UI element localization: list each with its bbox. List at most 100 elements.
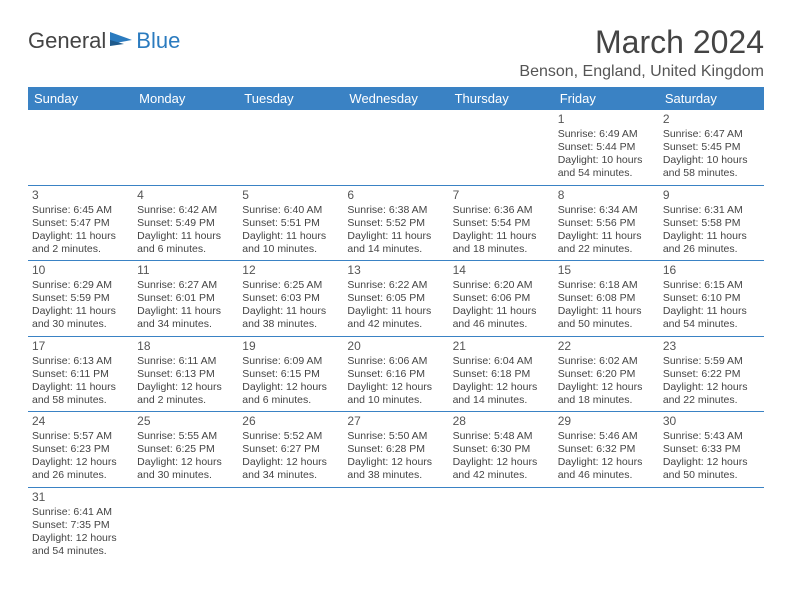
- day-number: 26: [242, 414, 339, 429]
- sunrise-text: Sunrise: 5:50 AM: [347, 430, 444, 443]
- daylight-text: Daylight: 11 hours and 38 minutes.: [242, 305, 339, 331]
- calendar-cell: 10Sunrise: 6:29 AMSunset: 5:59 PMDayligh…: [28, 261, 133, 337]
- day-number: 24: [32, 414, 129, 429]
- sunset-text: Sunset: 5:44 PM: [558, 141, 655, 154]
- day-number: 5: [242, 188, 339, 203]
- daylight-text: Daylight: 11 hours and 50 minutes.: [558, 305, 655, 331]
- calendar-cell: 25Sunrise: 5:55 AMSunset: 6:25 PMDayligh…: [133, 412, 238, 488]
- sunset-text: Sunset: 6:15 PM: [242, 368, 339, 381]
- weekday-header: Monday: [133, 87, 238, 110]
- sunset-text: Sunset: 6:32 PM: [558, 443, 655, 456]
- sunset-text: Sunset: 6:28 PM: [347, 443, 444, 456]
- calendar-cell: 15Sunrise: 6:18 AMSunset: 6:08 PMDayligh…: [554, 261, 659, 337]
- calendar-cell: 1Sunrise: 6:49 AMSunset: 5:44 PMDaylight…: [554, 110, 659, 185]
- day-number: 13: [347, 263, 444, 278]
- calendar-cell: 14Sunrise: 6:20 AMSunset: 6:06 PMDayligh…: [449, 261, 554, 337]
- calendar-cell: [343, 487, 448, 562]
- logo-text-general: General: [28, 28, 106, 54]
- sunset-text: Sunset: 5:47 PM: [32, 217, 129, 230]
- title-block: March 2024 Benson, England, United Kingd…: [519, 24, 764, 81]
- day-number: 2: [663, 112, 760, 127]
- day-number: 17: [32, 339, 129, 354]
- daylight-text: Daylight: 12 hours and 50 minutes.: [663, 456, 760, 482]
- weekday-header: Saturday: [659, 87, 764, 110]
- daylight-text: Daylight: 11 hours and 2 minutes.: [32, 230, 129, 256]
- day-number: 21: [453, 339, 550, 354]
- calendar-cell: 28Sunrise: 5:48 AMSunset: 6:30 PMDayligh…: [449, 412, 554, 488]
- calendar-cell: 27Sunrise: 5:50 AMSunset: 6:28 PMDayligh…: [343, 412, 448, 488]
- calendar-cell: [449, 110, 554, 185]
- day-number: 23: [663, 339, 760, 354]
- daylight-text: Daylight: 11 hours and 54 minutes.: [663, 305, 760, 331]
- calendar-cell: 3Sunrise: 6:45 AMSunset: 5:47 PMDaylight…: [28, 185, 133, 261]
- calendar-cell: 18Sunrise: 6:11 AMSunset: 6:13 PMDayligh…: [133, 336, 238, 412]
- day-number: 15: [558, 263, 655, 278]
- calendar-cell: 20Sunrise: 6:06 AMSunset: 6:16 PMDayligh…: [343, 336, 448, 412]
- sunrise-text: Sunrise: 5:55 AM: [137, 430, 234, 443]
- day-number: 29: [558, 414, 655, 429]
- day-number: 1: [558, 112, 655, 127]
- daylight-text: Daylight: 11 hours and 26 minutes.: [663, 230, 760, 256]
- calendar-cell: 19Sunrise: 6:09 AMSunset: 6:15 PMDayligh…: [238, 336, 343, 412]
- calendar-cell: 31Sunrise: 6:41 AMSunset: 7:35 PMDayligh…: [28, 487, 133, 562]
- sunset-text: Sunset: 7:35 PM: [32, 519, 129, 532]
- calendar-cell: 30Sunrise: 5:43 AMSunset: 6:33 PMDayligh…: [659, 412, 764, 488]
- daylight-text: Daylight: 11 hours and 6 minutes.: [137, 230, 234, 256]
- logo-text-blue: Blue: [136, 28, 180, 54]
- calendar-cell: 11Sunrise: 6:27 AMSunset: 6:01 PMDayligh…: [133, 261, 238, 337]
- day-number: 4: [137, 188, 234, 203]
- weekday-header: Wednesday: [343, 87, 448, 110]
- sunset-text: Sunset: 6:18 PM: [453, 368, 550, 381]
- calendar-cell: 16Sunrise: 6:15 AMSunset: 6:10 PMDayligh…: [659, 261, 764, 337]
- sunset-text: Sunset: 6:33 PM: [663, 443, 760, 456]
- sunrise-text: Sunrise: 6:25 AM: [242, 279, 339, 292]
- calendar-cell: 5Sunrise: 6:40 AMSunset: 5:51 PMDaylight…: [238, 185, 343, 261]
- sunrise-text: Sunrise: 6:31 AM: [663, 204, 760, 217]
- sunset-text: Sunset: 6:10 PM: [663, 292, 760, 305]
- sunrise-text: Sunrise: 6:38 AM: [347, 204, 444, 217]
- daylight-text: Daylight: 12 hours and 46 minutes.: [558, 456, 655, 482]
- calendar-cell: [28, 110, 133, 185]
- day-number: 19: [242, 339, 339, 354]
- sunrise-text: Sunrise: 6:13 AM: [32, 355, 129, 368]
- sunrise-text: Sunrise: 6:04 AM: [453, 355, 550, 368]
- sunset-text: Sunset: 6:06 PM: [453, 292, 550, 305]
- day-number: 27: [347, 414, 444, 429]
- sunrise-text: Sunrise: 6:29 AM: [32, 279, 129, 292]
- day-number: 20: [347, 339, 444, 354]
- daylight-text: Daylight: 11 hours and 42 minutes.: [347, 305, 444, 331]
- day-number: 10: [32, 263, 129, 278]
- calendar-week: 31Sunrise: 6:41 AMSunset: 7:35 PMDayligh…: [28, 487, 764, 562]
- weekday-header: Tuesday: [238, 87, 343, 110]
- daylight-text: Daylight: 11 hours and 10 minutes.: [242, 230, 339, 256]
- calendar-cell: 24Sunrise: 5:57 AMSunset: 6:23 PMDayligh…: [28, 412, 133, 488]
- calendar-cell: 4Sunrise: 6:42 AMSunset: 5:49 PMDaylight…: [133, 185, 238, 261]
- sunrise-text: Sunrise: 5:59 AM: [663, 355, 760, 368]
- sunset-text: Sunset: 5:49 PM: [137, 217, 234, 230]
- day-number: 25: [137, 414, 234, 429]
- sunset-text: Sunset: 6:05 PM: [347, 292, 444, 305]
- sunrise-text: Sunrise: 5:43 AM: [663, 430, 760, 443]
- daylight-text: Daylight: 12 hours and 38 minutes.: [347, 456, 444, 482]
- sunrise-text: Sunrise: 6:20 AM: [453, 279, 550, 292]
- sunset-text: Sunset: 5:59 PM: [32, 292, 129, 305]
- sunset-text: Sunset: 6:27 PM: [242, 443, 339, 456]
- calendar-cell: 29Sunrise: 5:46 AMSunset: 6:32 PMDayligh…: [554, 412, 659, 488]
- sunrise-text: Sunrise: 6:11 AM: [137, 355, 234, 368]
- daylight-text: Daylight: 11 hours and 18 minutes.: [453, 230, 550, 256]
- daylight-text: Daylight: 11 hours and 14 minutes.: [347, 230, 444, 256]
- calendar-week: 24Sunrise: 5:57 AMSunset: 6:23 PMDayligh…: [28, 412, 764, 488]
- calendar-cell: [554, 487, 659, 562]
- sunset-text: Sunset: 6:08 PM: [558, 292, 655, 305]
- day-number: 22: [558, 339, 655, 354]
- calendar-cell: [449, 487, 554, 562]
- calendar-cell: 17Sunrise: 6:13 AMSunset: 6:11 PMDayligh…: [28, 336, 133, 412]
- calendar-table: SundayMondayTuesdayWednesdayThursdayFrid…: [28, 87, 764, 562]
- sunset-text: Sunset: 6:20 PM: [558, 368, 655, 381]
- day-number: 14: [453, 263, 550, 278]
- flag-icon: [110, 30, 134, 48]
- day-number: 3: [32, 188, 129, 203]
- sunrise-text: Sunrise: 6:27 AM: [137, 279, 234, 292]
- day-number: 12: [242, 263, 339, 278]
- daylight-text: Daylight: 10 hours and 58 minutes.: [663, 154, 760, 180]
